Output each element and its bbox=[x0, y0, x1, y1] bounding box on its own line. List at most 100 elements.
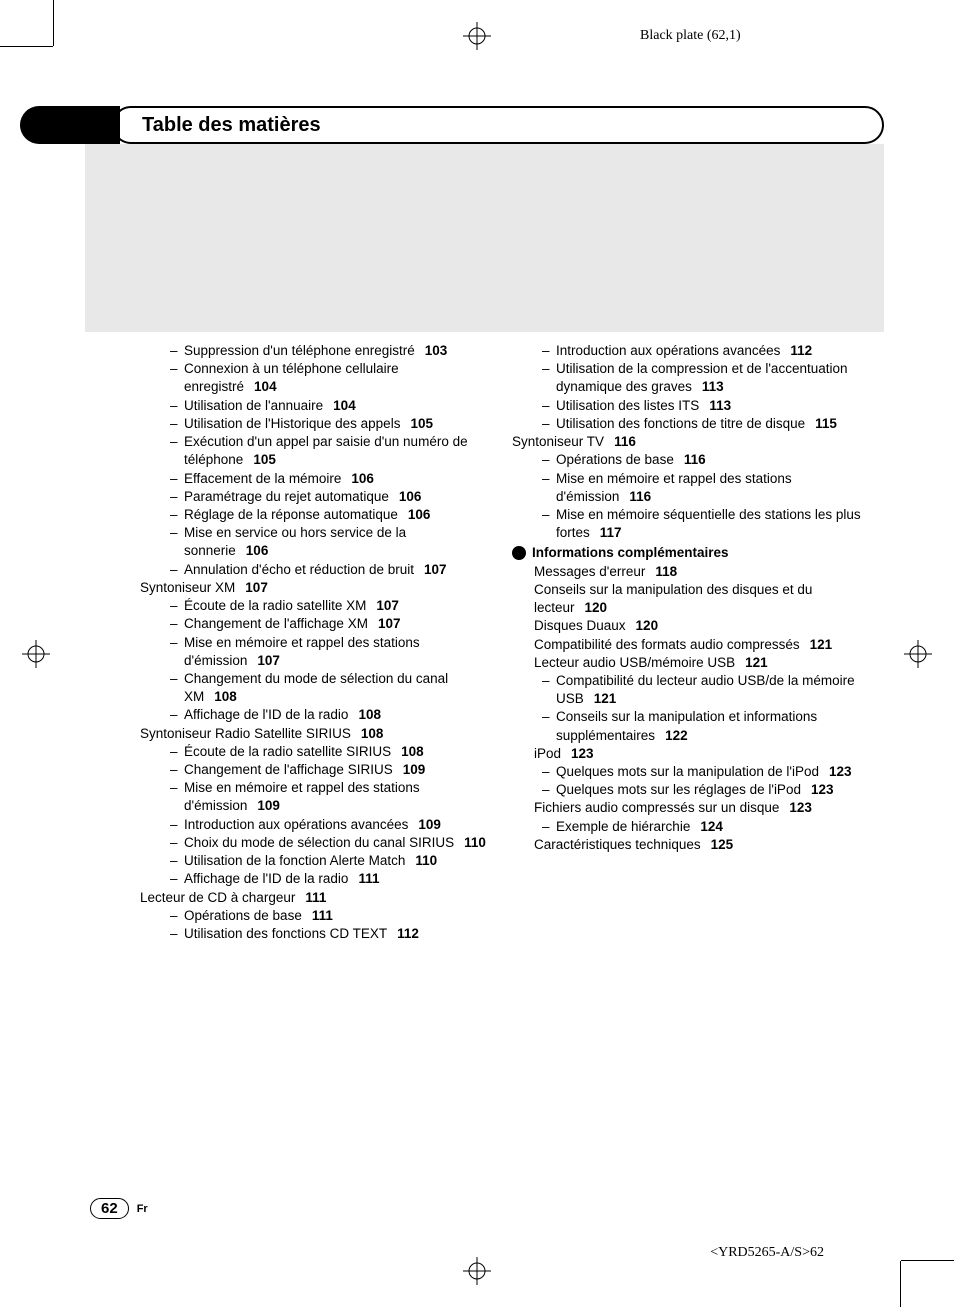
toc-entry: Lecteur de CD à chargeur 111 bbox=[140, 889, 492, 907]
toc-page-ref: 111 bbox=[305, 890, 326, 905]
registration-mark-icon bbox=[463, 22, 491, 50]
toc-sub-entry: Mise en mémoire et rappel des stations d… bbox=[140, 779, 492, 815]
toc-page-ref: 123 bbox=[811, 782, 834, 797]
toc-page-ref: 124 bbox=[700, 819, 723, 834]
toc-sub-entry: Utilisation des listes ITS113 bbox=[512, 397, 864, 415]
toc-entry-text: Introduction aux opérations avancées bbox=[184, 817, 408, 832]
toc-page-ref: 109 bbox=[403, 762, 426, 777]
section-heading-text: Informations complémentaires bbox=[532, 544, 729, 562]
toc-page-ref: 106 bbox=[246, 543, 269, 558]
toc-entry: Compatibilité des formats audio compress… bbox=[512, 636, 864, 654]
toc-page-ref: 108 bbox=[358, 707, 381, 722]
toc-sub-entry: Mise en mémoire et rappel des stations d… bbox=[140, 634, 492, 670]
toc-sub-entry: Conseils sur la manipulation et informat… bbox=[512, 708, 864, 744]
toc-entry: Caractéristiques techniques125 bbox=[512, 836, 864, 854]
toc-page-ref: 118 bbox=[655, 564, 677, 579]
toc-sub-entry: Introduction aux opérations avancées109 bbox=[140, 816, 492, 834]
toc-page-ref: 115 bbox=[815, 416, 837, 431]
toc-page-ref: 108 bbox=[401, 744, 424, 759]
page-title: Table des matières bbox=[142, 114, 321, 137]
title-pill: Table des matières bbox=[112, 106, 884, 144]
toc-page-ref: 110 bbox=[415, 853, 437, 868]
toc-sub-entry: Réglage de la réponse automatique106 bbox=[140, 506, 492, 524]
toc-entry: Disques Duaux120 bbox=[512, 617, 864, 635]
toc-entry: Conseils sur la manipulation des disques… bbox=[512, 581, 864, 617]
toc-page-ref: 108 bbox=[361, 726, 384, 741]
toc-entry: iPod123 bbox=[512, 745, 864, 763]
toc-entry-text: Annulation d'écho et réduction de bruit bbox=[184, 562, 414, 577]
toc-page-ref: 116 bbox=[629, 489, 651, 504]
toc-entry-text: Compatibilité des formats audio compress… bbox=[534, 637, 800, 652]
registration-mark-icon bbox=[904, 640, 932, 668]
toc-page-ref: 125 bbox=[711, 837, 734, 852]
toc-entry-text: Affichage de l'ID de la radio bbox=[184, 871, 348, 886]
toc-entry-text: Mise en service ou hors service de la so… bbox=[184, 525, 406, 558]
toc-page-ref: 106 bbox=[399, 489, 422, 504]
toc-entry: Syntoniseur Radio Satellite SIRIUS108 bbox=[140, 725, 492, 743]
toc-sub-entry: Affichage de l'ID de la radio111 bbox=[140, 870, 492, 888]
toc-page-ref: 117 bbox=[600, 525, 622, 540]
header-tab bbox=[20, 106, 120, 144]
toc-entry: Lecteur audio USB/mémoire USB121 bbox=[512, 654, 864, 672]
toc-page-ref: 116 bbox=[684, 452, 706, 467]
toc-sub-entry: Utilisation de la fonction Alerte Match1… bbox=[140, 852, 492, 870]
toc-sub-entry: Annulation d'écho et réduction de bruit 1… bbox=[140, 561, 492, 579]
toc-page-ref: 113 bbox=[709, 398, 731, 413]
toc-sub-entry: Utilisation des fonctions de titre de di… bbox=[512, 415, 864, 433]
toc-content: Suppression d'un téléphone enregistré103… bbox=[140, 342, 864, 943]
toc-entry-text: Exécution d'un appel par saisie d'un num… bbox=[184, 434, 468, 467]
toc-entry-text: Réglage de la réponse automatique bbox=[184, 507, 398, 522]
toc-entry-text: Changement de l'affichage SIRIUS bbox=[184, 762, 393, 777]
toc-entry-text: Utilisation de l'Historique des appels bbox=[184, 416, 400, 431]
page-number: 62 bbox=[90, 1198, 129, 1219]
language-code: Fr bbox=[137, 1203, 148, 1215]
crop-mark bbox=[0, 46, 53, 47]
toc-sub-entry: Changement de l'affichage SIRIUS 109 bbox=[140, 761, 492, 779]
toc-sub-entry: Mise en service ou hors service de la so… bbox=[140, 524, 492, 560]
toc-entry-text: Quelques mots sur la manipulation de l'i… bbox=[556, 764, 819, 779]
toc-page-ref: 111 bbox=[312, 908, 333, 923]
toc-sub-entry: Exemple de hiérarchie124 bbox=[512, 818, 864, 836]
toc-sub-entry: Utilisation de la compression et de l'ac… bbox=[512, 360, 864, 396]
toc-entry-text: Connexion à un téléphone cellulaire enre… bbox=[184, 361, 399, 394]
toc-sub-entry: Changement de l'affichage XM 107 bbox=[140, 615, 492, 633]
toc-entry-text: Changement de l'affichage XM bbox=[184, 616, 368, 631]
gray-block bbox=[85, 144, 884, 332]
toc-page-ref: 104 bbox=[254, 379, 277, 394]
toc-page-ref: 107 bbox=[257, 653, 280, 668]
toc-entry-text: Introduction aux opérations avancées bbox=[556, 343, 780, 358]
toc-sub-entry: Quelques mots sur la manipulation de l'i… bbox=[512, 763, 864, 781]
toc-page-ref: 106 bbox=[351, 471, 374, 486]
toc-entry: Fichiers audio compressés sur un disque1… bbox=[512, 799, 864, 817]
toc-entry-text: Choix du mode de sélection du canal SIRI… bbox=[184, 835, 454, 850]
toc-page-ref: 107 bbox=[245, 580, 268, 595]
toc-page-ref: 116 bbox=[614, 434, 636, 449]
toc-sub-entry: Introduction aux opérations avancées112 bbox=[512, 342, 864, 360]
toc-entry-text: Lecteur de CD à chargeur bbox=[140, 890, 295, 905]
toc-entry-text: Utilisation de l'annuaire bbox=[184, 398, 323, 413]
toc-page-ref: 110 bbox=[464, 835, 486, 850]
toc-entry-text: Syntoniseur TV bbox=[512, 434, 604, 449]
toc-sub-entry: Mise en mémoire et rappel des stations d… bbox=[512, 470, 864, 506]
toc-page-ref: 107 bbox=[378, 616, 401, 631]
toc-sub-entry: Choix du mode de sélection du canal SIRI… bbox=[140, 834, 492, 852]
toc-page-ref: 107 bbox=[424, 562, 447, 577]
toc-entry-text: Quelques mots sur les réglages de l'iPod bbox=[556, 782, 801, 797]
toc-entry-text: Effacement de la mémoire bbox=[184, 471, 341, 486]
toc-sub-entry: Utilisation de l'Historique des appels 10… bbox=[140, 415, 492, 433]
toc-entry-text: Opérations de base bbox=[556, 452, 674, 467]
toc-page-ref: 103 bbox=[425, 343, 448, 358]
toc-entry-text: Utilisation des fonctions de titre de di… bbox=[556, 416, 805, 431]
toc-page-ref: 123 bbox=[829, 764, 852, 779]
toc-sub-entry: Exécution d'un appel par saisie d'un num… bbox=[140, 433, 492, 469]
toc-page-ref: 123 bbox=[571, 746, 594, 761]
toc-page-ref: 120 bbox=[636, 618, 659, 633]
toc-sub-entry: Écoute de la radio satellite XM107 bbox=[140, 597, 492, 615]
toc-page-ref: 105 bbox=[253, 452, 276, 467]
toc-sub-entry: Compatibilité du lecteur audio USB/de la… bbox=[512, 672, 864, 708]
toc-page-ref: 105 bbox=[410, 416, 433, 431]
toc-page-ref: 123 bbox=[789, 800, 812, 815]
toc-sub-entry: Connexion à un téléphone cellulaire enre… bbox=[140, 360, 492, 396]
toc-entry-text: Conseils sur la manipulation des disques… bbox=[534, 582, 812, 615]
toc-sub-entry: Mise en mémoire séquentielle des station… bbox=[512, 506, 864, 542]
